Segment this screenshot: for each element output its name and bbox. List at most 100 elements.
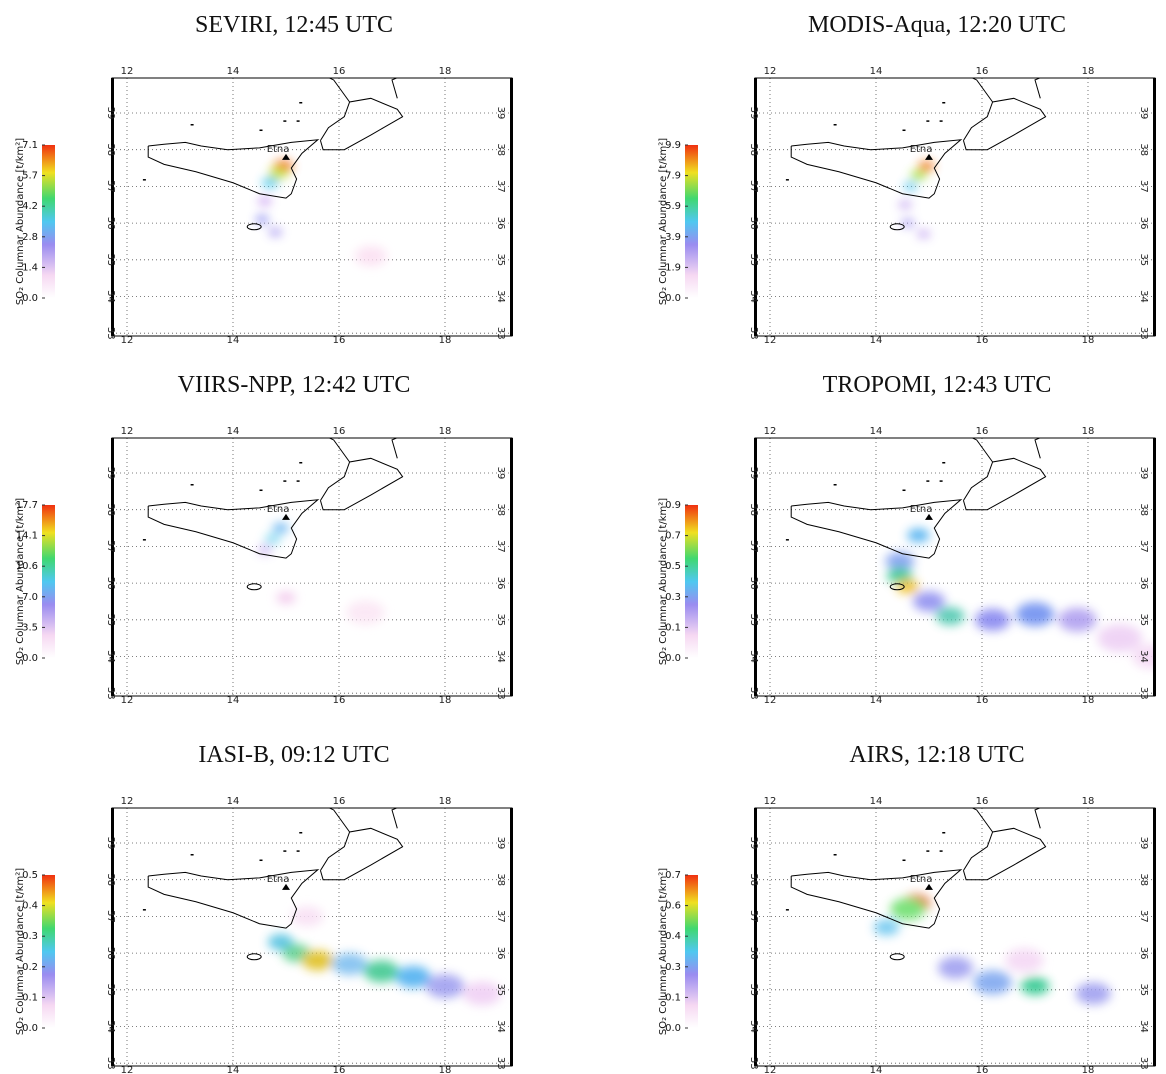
map-area: Etna xyxy=(112,808,512,1066)
frame-bar xyxy=(1153,808,1156,1066)
lat-tick-label: 39 xyxy=(1138,467,1149,480)
lat-tick-label: 37 xyxy=(495,910,506,923)
lat-tick-label: 36 xyxy=(748,947,759,960)
islet xyxy=(939,480,943,482)
lon-tick-label: 16 xyxy=(976,796,989,807)
map-frame xyxy=(754,77,1156,337)
islet xyxy=(926,480,930,482)
lat-tick-label: 38 xyxy=(748,503,759,516)
plume-blob xyxy=(268,167,288,180)
map-area: Etna xyxy=(112,438,512,696)
plume-blob xyxy=(898,200,912,209)
lon-tick-label: 14 xyxy=(870,695,883,706)
plume-blob xyxy=(890,898,926,921)
lon-tick-label: 12 xyxy=(121,335,134,346)
lon-tick-label: 18 xyxy=(439,335,452,346)
lon-tick-label: 16 xyxy=(976,66,989,77)
colorbar-tick-label: 0.0 xyxy=(22,293,38,304)
lat-tick-label: 37 xyxy=(748,910,759,923)
colorbar-label: SO₂ Columnar Abundance [t/km²] xyxy=(15,498,26,665)
lat-tick-label: 36 xyxy=(748,577,759,590)
plume-blob xyxy=(904,182,917,191)
islet xyxy=(902,129,906,132)
volcano-marker xyxy=(925,883,933,890)
plume-blob xyxy=(1075,982,1111,1005)
islet xyxy=(833,124,837,126)
lon-tick-label: 16 xyxy=(333,426,346,437)
lon-tick-label: 14 xyxy=(227,695,240,706)
islet xyxy=(190,854,194,856)
islet xyxy=(283,120,287,122)
lat-tick-label: 34 xyxy=(495,650,506,663)
plume-blob xyxy=(1132,644,1155,669)
frame-bar xyxy=(754,438,757,696)
lon-tick-label: 14 xyxy=(227,66,240,77)
colorbar-tick-label: 2.8 xyxy=(22,232,38,243)
so2-plume xyxy=(255,160,387,267)
lat-tick-label: 39 xyxy=(1138,837,1149,850)
islet xyxy=(926,120,930,122)
lat-tick-label: 38 xyxy=(495,873,506,886)
islet xyxy=(190,124,194,126)
lon-tick-label: 12 xyxy=(764,426,777,437)
volcano-label: Etna xyxy=(910,504,933,515)
colorbar-label: SO₂ Columnar Abundance [t/km²] xyxy=(15,138,26,305)
lat-tick-label: 37 xyxy=(495,180,506,193)
panel: VIIRS-NPP, 12:42 UTC 17.7 14.1 10.6 7.0 3.5 0.… xyxy=(15,372,513,706)
island xyxy=(889,583,905,591)
lat-tick-label: 39 xyxy=(748,107,759,120)
island xyxy=(889,953,905,961)
lat-tick-label: 34 xyxy=(1138,290,1149,303)
plume-blob xyxy=(395,965,431,988)
colorbar-tick-label: 0.0 xyxy=(665,293,681,304)
islet xyxy=(299,831,303,834)
islet xyxy=(296,120,300,122)
plume-blob xyxy=(907,528,930,543)
coastline xyxy=(147,139,320,199)
lat-tick-label: 39 xyxy=(748,837,759,850)
lat-tick-label: 34 xyxy=(495,1020,506,1033)
islet xyxy=(190,484,194,486)
so2-plume xyxy=(873,894,1111,1005)
lon-tick-label: 14 xyxy=(870,426,883,437)
lat-tick-label: 34 xyxy=(495,290,506,303)
lat-tick-label: 38 xyxy=(105,143,116,156)
plume-blob xyxy=(269,228,282,237)
islet xyxy=(902,859,906,862)
lat-tick-label: 36 xyxy=(105,947,116,960)
lat-tick-label: 39 xyxy=(748,467,759,480)
volcano-label: Etna xyxy=(267,504,290,515)
lon-tick-label: 14 xyxy=(870,66,883,77)
lat-tick-label: 38 xyxy=(105,503,116,516)
islet xyxy=(942,461,946,464)
plume-blob xyxy=(425,974,465,999)
map-area: Etna xyxy=(755,78,1155,336)
colorbar-tick-label: 0.1 xyxy=(665,622,681,633)
frame-bar xyxy=(1153,78,1156,336)
lat-tick-label: 38 xyxy=(105,873,116,886)
colorbar xyxy=(685,145,698,298)
colorbar-tick-label: 4.2 xyxy=(22,201,38,212)
islet xyxy=(299,461,303,464)
so2-plume xyxy=(898,161,935,239)
lat-tick-label: 33 xyxy=(495,327,506,340)
colorbar-tick-label: 0.5 xyxy=(665,561,681,572)
panel: MODIS-Aqua, 12:20 UTC 9.9 7.9 5.9 3.9 1.9 0.0S… xyxy=(658,12,1156,346)
plume-blob xyxy=(255,215,269,224)
colorbar-tick-label: 7.0 xyxy=(22,592,38,603)
lon-tick-label: 14 xyxy=(870,335,883,346)
lon-tick-label: 16 xyxy=(333,1065,346,1074)
lon-tick-label: 16 xyxy=(333,66,346,77)
lat-tick-label: 38 xyxy=(1138,873,1149,886)
coastline xyxy=(971,78,994,103)
panel-title: VIIRS-NPP, 12:42 UTC xyxy=(178,372,411,398)
colorbar-tick-label: 17.7 xyxy=(16,500,38,511)
panel-title: SEVIRI, 12:45 UTC xyxy=(195,12,393,38)
lat-tick-label: 34 xyxy=(105,290,116,303)
colorbar-tick-label: 0.9 xyxy=(665,500,681,511)
islet xyxy=(833,484,837,486)
lat-tick-label: 39 xyxy=(1138,107,1149,120)
lon-tick-label: 14 xyxy=(227,335,240,346)
plume-blob xyxy=(354,246,387,267)
